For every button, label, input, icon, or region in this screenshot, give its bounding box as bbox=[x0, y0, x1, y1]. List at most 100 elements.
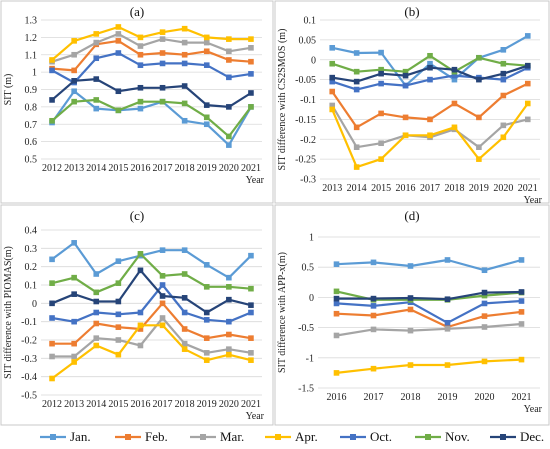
data-point bbox=[378, 140, 384, 147]
y-tick-label: -0.15 bbox=[295, 115, 316, 126]
x-tick-label: 2015 bbox=[108, 399, 128, 410]
y-tick-label: -0.5 bbox=[298, 323, 314, 334]
data-point bbox=[49, 315, 55, 321]
data-point bbox=[353, 124, 360, 131]
y-tick-label: 0.3 bbox=[25, 244, 38, 255]
series-line bbox=[51, 269, 252, 314]
x-axis-title: Year bbox=[524, 195, 543, 206]
data-point bbox=[427, 132, 433, 139]
data-point bbox=[71, 51, 77, 58]
data-point bbox=[451, 124, 458, 131]
y-axis-title: SIT (m) bbox=[3, 74, 14, 106]
x-tick-label: 2015 bbox=[108, 163, 128, 174]
data-point bbox=[518, 257, 525, 263]
data-point bbox=[226, 296, 232, 303]
x-tick-label: 2020 bbox=[475, 392, 495, 403]
data-point bbox=[407, 263, 414, 269]
data-point bbox=[159, 300, 166, 307]
series-apr bbox=[49, 322, 254, 382]
data-point bbox=[370, 365, 377, 372]
data-point bbox=[500, 134, 507, 141]
legend-swatch-marker bbox=[200, 434, 206, 440]
data-point bbox=[370, 312, 377, 319]
y-tick-label: 1.3 bbox=[25, 16, 38, 27]
data-point bbox=[524, 116, 531, 123]
data-point bbox=[203, 357, 210, 363]
data-point bbox=[203, 62, 210, 68]
data-point bbox=[524, 80, 531, 87]
data-point bbox=[329, 74, 336, 81]
data-point bbox=[500, 60, 507, 67]
data-point bbox=[407, 295, 414, 301]
x-tick-label: 2018 bbox=[401, 392, 421, 403]
legend-label: Mar. bbox=[220, 429, 244, 444]
x-tick-label: 2014 bbox=[347, 183, 367, 194]
data-point bbox=[524, 62, 531, 69]
data-point bbox=[181, 60, 188, 67]
data-point bbox=[203, 34, 210, 41]
data-point bbox=[427, 52, 433, 59]
legend-item: Jan. bbox=[40, 429, 91, 444]
data-point bbox=[181, 346, 188, 352]
data-point bbox=[248, 58, 254, 65]
data-point bbox=[444, 326, 451, 332]
y-tick-label: 0.1 bbox=[304, 16, 317, 27]
data-point bbox=[71, 340, 77, 347]
data-point bbox=[93, 105, 100, 112]
data-point bbox=[181, 309, 188, 316]
y-tick-label: 0.6 bbox=[25, 137, 38, 148]
data-point bbox=[159, 29, 166, 35]
series-jan bbox=[333, 257, 525, 274]
series-feb bbox=[49, 300, 254, 347]
x-tick-label: 2012 bbox=[42, 163, 62, 174]
panel-label: (b) bbox=[404, 4, 419, 19]
data-point bbox=[115, 24, 122, 30]
data-point bbox=[181, 117, 188, 124]
data-point bbox=[93, 31, 100, 37]
y-tick-label: -0.1 bbox=[300, 95, 316, 106]
data-point bbox=[49, 97, 55, 103]
data-point bbox=[407, 327, 414, 334]
legend-item: Apr. bbox=[265, 429, 318, 444]
x-tick-label: 2013 bbox=[64, 163, 84, 174]
data-point bbox=[329, 102, 336, 109]
legend-item: Oct. bbox=[340, 429, 392, 444]
series-apr bbox=[329, 100, 531, 170]
data-point bbox=[248, 302, 254, 308]
data-point bbox=[159, 247, 166, 253]
data-point bbox=[71, 353, 77, 360]
legend-swatch-marker bbox=[425, 434, 431, 440]
data-point bbox=[137, 309, 144, 316]
data-point bbox=[71, 359, 77, 365]
data-point bbox=[451, 100, 458, 107]
series-dec bbox=[49, 267, 254, 316]
x-axis-title: Year bbox=[524, 404, 543, 415]
data-point bbox=[226, 48, 232, 55]
series-line bbox=[51, 77, 252, 109]
data-point bbox=[203, 48, 210, 55]
x-tick-label: 2018 bbox=[444, 183, 464, 194]
x-tick-label: 2020 bbox=[493, 183, 513, 194]
data-point bbox=[402, 114, 409, 121]
data-point bbox=[137, 267, 144, 274]
y-tick-label: -0.25 bbox=[295, 155, 316, 166]
data-point bbox=[248, 36, 254, 42]
y-tick-label: -0.2 bbox=[300, 135, 316, 146]
x-tick-label: 2017 bbox=[153, 163, 173, 174]
legend-item: Dec. bbox=[490, 429, 544, 444]
data-point bbox=[476, 144, 482, 150]
data-point bbox=[518, 356, 525, 363]
data-point bbox=[444, 362, 451, 368]
data-point bbox=[181, 83, 188, 89]
data-point bbox=[159, 36, 166, 42]
x-tick-label: 2020 bbox=[219, 399, 239, 410]
y-tick-label: -0.1 bbox=[21, 317, 37, 328]
data-point bbox=[71, 240, 77, 246]
data-point bbox=[248, 357, 254, 363]
data-point bbox=[476, 76, 482, 83]
x-axis-title: Year bbox=[246, 411, 265, 422]
data-point bbox=[137, 43, 144, 49]
data-point bbox=[49, 353, 55, 360]
y-tick-label: -1 bbox=[306, 353, 314, 364]
